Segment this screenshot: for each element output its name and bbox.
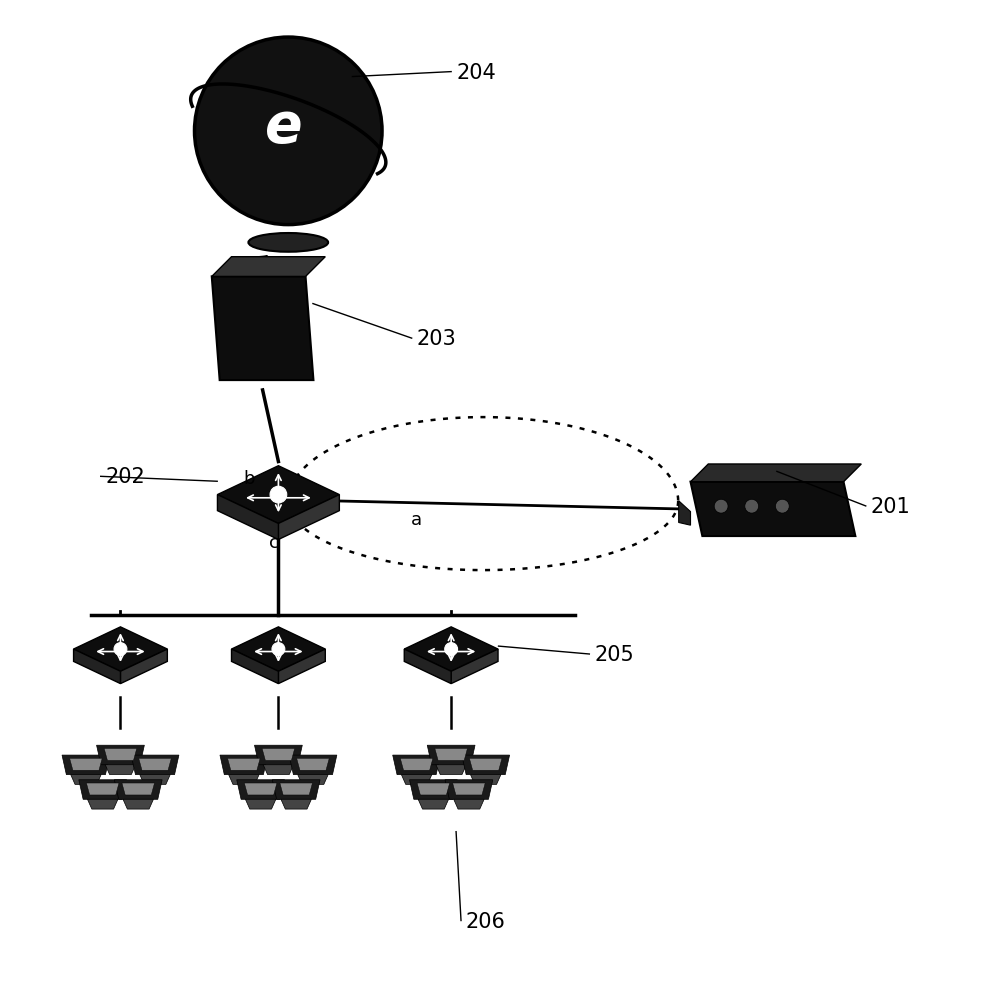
Polygon shape bbox=[231, 649, 278, 684]
Text: a: a bbox=[411, 511, 422, 529]
Polygon shape bbox=[272, 780, 320, 799]
Polygon shape bbox=[131, 755, 179, 775]
Polygon shape bbox=[418, 799, 448, 809]
Circle shape bbox=[714, 499, 728, 514]
Polygon shape bbox=[237, 780, 284, 799]
Polygon shape bbox=[123, 799, 153, 809]
Polygon shape bbox=[254, 745, 302, 765]
Text: c: c bbox=[268, 534, 278, 552]
Polygon shape bbox=[469, 758, 502, 770]
Polygon shape bbox=[400, 758, 432, 770]
Text: b: b bbox=[243, 469, 254, 487]
Polygon shape bbox=[231, 627, 325, 672]
Polygon shape bbox=[217, 495, 278, 540]
Polygon shape bbox=[296, 758, 329, 770]
Polygon shape bbox=[220, 755, 267, 775]
Polygon shape bbox=[228, 775, 259, 784]
Polygon shape bbox=[445, 780, 492, 799]
Polygon shape bbox=[71, 775, 101, 784]
Polygon shape bbox=[262, 748, 294, 760]
Polygon shape bbox=[452, 783, 485, 795]
Polygon shape bbox=[70, 758, 102, 770]
Circle shape bbox=[194, 38, 382, 226]
Circle shape bbox=[444, 643, 457, 656]
Polygon shape bbox=[461, 755, 510, 775]
Polygon shape bbox=[404, 649, 451, 684]
Text: 205: 205 bbox=[595, 644, 634, 664]
Polygon shape bbox=[105, 765, 136, 774]
Polygon shape bbox=[244, 783, 277, 795]
Polygon shape bbox=[74, 649, 120, 684]
Polygon shape bbox=[139, 758, 171, 770]
Polygon shape bbox=[289, 755, 337, 775]
Polygon shape bbox=[436, 765, 466, 774]
Text: 201: 201 bbox=[871, 496, 911, 517]
Polygon shape bbox=[409, 780, 457, 799]
Polygon shape bbox=[278, 495, 339, 540]
Polygon shape bbox=[217, 466, 339, 524]
Polygon shape bbox=[401, 775, 431, 784]
Circle shape bbox=[114, 643, 127, 656]
Polygon shape bbox=[140, 775, 170, 784]
Polygon shape bbox=[263, 765, 293, 774]
Polygon shape bbox=[122, 783, 154, 795]
Circle shape bbox=[270, 486, 286, 504]
Circle shape bbox=[776, 499, 789, 514]
Polygon shape bbox=[96, 745, 144, 765]
Polygon shape bbox=[691, 482, 856, 537]
Polygon shape bbox=[227, 758, 260, 770]
Polygon shape bbox=[278, 649, 325, 684]
Polygon shape bbox=[281, 799, 311, 809]
Polygon shape bbox=[79, 780, 126, 799]
Polygon shape bbox=[691, 464, 861, 482]
Text: 203: 203 bbox=[416, 329, 456, 349]
Polygon shape bbox=[104, 748, 137, 760]
Polygon shape bbox=[392, 755, 440, 775]
Polygon shape bbox=[470, 775, 500, 784]
Text: 204: 204 bbox=[456, 62, 495, 82]
Polygon shape bbox=[62, 755, 110, 775]
Text: 202: 202 bbox=[106, 466, 145, 486]
Polygon shape bbox=[87, 799, 118, 809]
Circle shape bbox=[272, 643, 285, 656]
Ellipse shape bbox=[248, 234, 328, 253]
Polygon shape bbox=[427, 745, 475, 765]
Polygon shape bbox=[212, 277, 313, 381]
Polygon shape bbox=[86, 783, 119, 795]
Polygon shape bbox=[417, 783, 449, 795]
Text: 206: 206 bbox=[465, 911, 506, 931]
Polygon shape bbox=[212, 258, 325, 277]
Polygon shape bbox=[453, 799, 484, 809]
Polygon shape bbox=[451, 649, 498, 684]
Polygon shape bbox=[245, 799, 276, 809]
Polygon shape bbox=[280, 783, 312, 795]
Polygon shape bbox=[120, 649, 167, 684]
Text: e: e bbox=[264, 99, 302, 153]
Polygon shape bbox=[114, 780, 162, 799]
Circle shape bbox=[745, 499, 759, 514]
Polygon shape bbox=[679, 502, 691, 526]
Polygon shape bbox=[297, 775, 328, 784]
Polygon shape bbox=[404, 627, 498, 672]
Polygon shape bbox=[74, 627, 167, 672]
Polygon shape bbox=[434, 748, 467, 760]
